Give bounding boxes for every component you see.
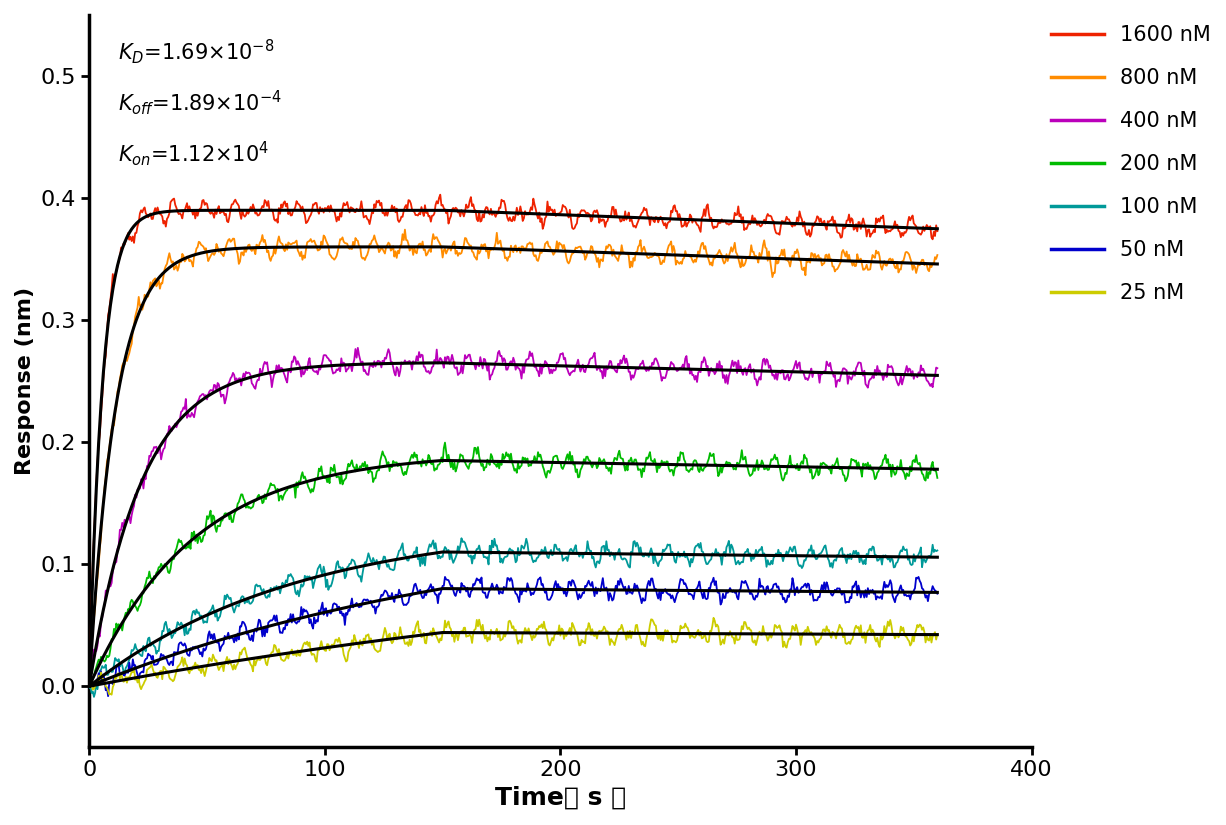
X-axis label: Time（ s ）: Time（ s ） (495, 786, 626, 810)
Text: $K_{D}$=1.69×10$^{-8}$
$K_{off}$=1.89×10$^{-4}$
$K_{on}$=1.12×10$^{4}$: $K_{D}$=1.69×10$^{-8}$ $K_{off}$=1.89×10… (118, 37, 282, 168)
Y-axis label: Response (nm): Response (nm) (15, 287, 36, 475)
Legend: 1600 nM, 800 nM, 400 nM, 200 nM, 100 nM, 50 nM, 25 nM: 1600 nM, 800 nM, 400 nM, 200 nM, 100 nM,… (1052, 26, 1211, 303)
